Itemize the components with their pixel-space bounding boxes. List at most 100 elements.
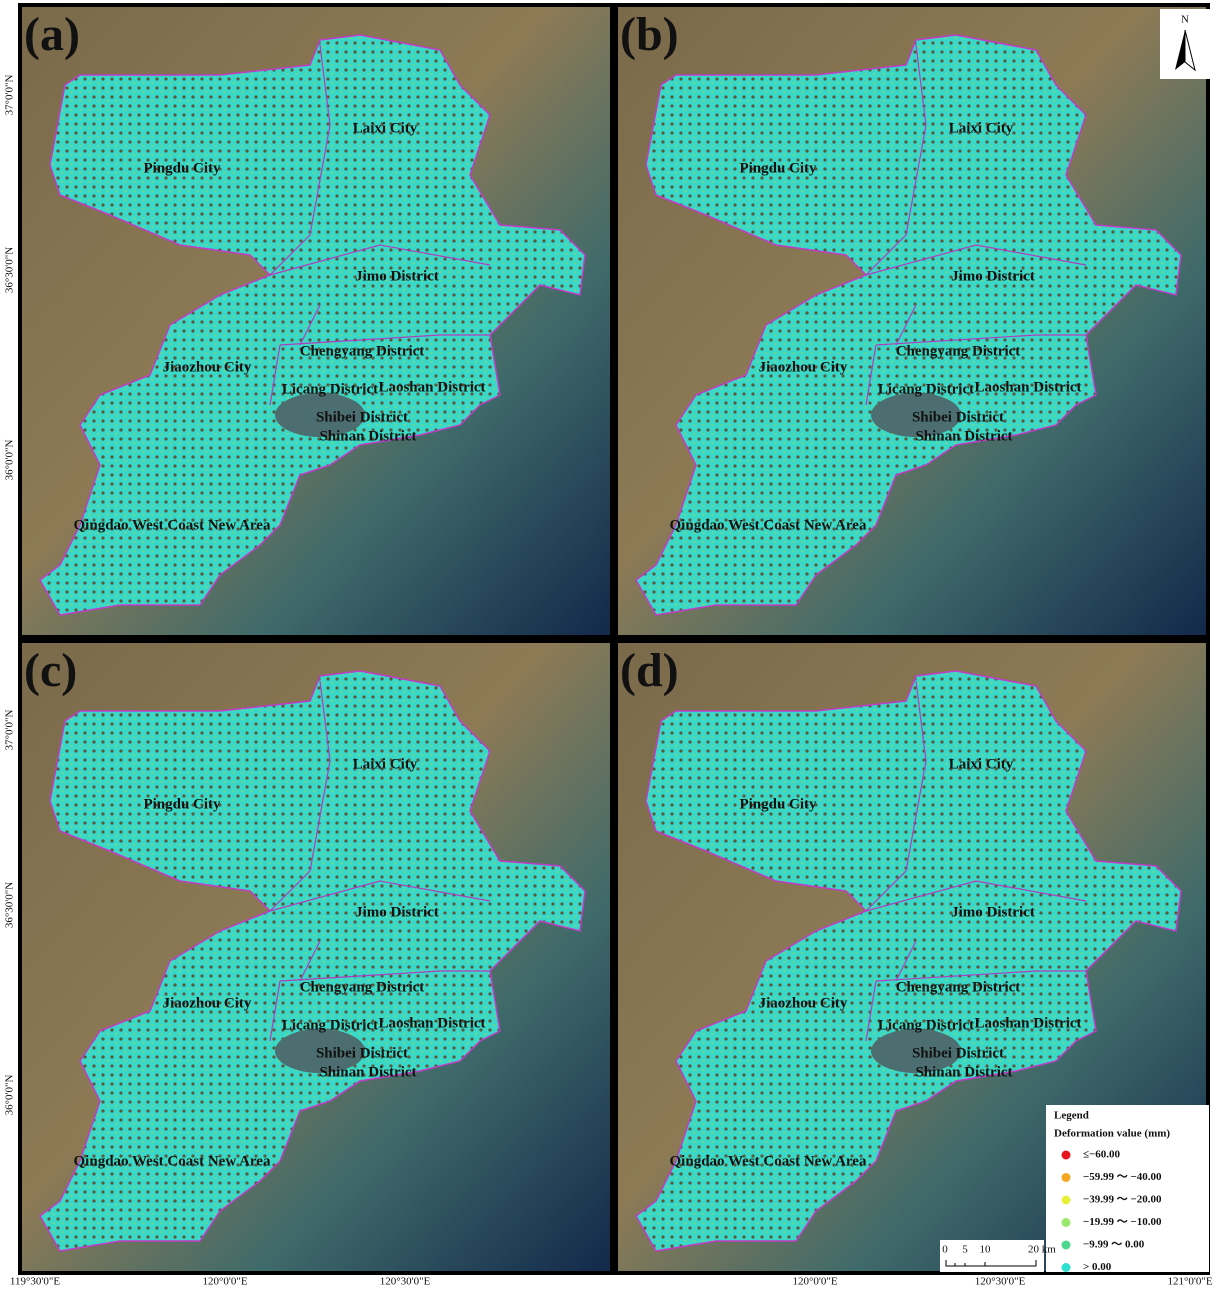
district-label: Laoshan District — [974, 1015, 1081, 1031]
latitude-label: 37°0'0"N — [4, 710, 16, 751]
district-label: Laoshan District — [378, 1015, 485, 1031]
district-label: Shinan District — [319, 428, 416, 444]
district-label: Chengyang District — [896, 343, 1021, 359]
district-label: Laoshan District — [974, 379, 1081, 395]
north-arrow-label: N — [1181, 14, 1189, 26]
panel-frame — [614, 3, 1210, 639]
legend-label: ≤−60.00 — [1083, 1149, 1121, 1161]
panel-label: (b) — [620, 8, 679, 61]
longitude-label: 120°30'0"E — [975, 1276, 1026, 1288]
district-label: Chengyang District — [300, 343, 425, 359]
district-label: Licang District — [878, 381, 974, 397]
district-label: Laixi City — [949, 120, 1014, 136]
panel-label: (d) — [620, 644, 679, 697]
panel-label: (c) — [24, 644, 77, 697]
map-panel: (c) Pingdu City Laixi City Jimo District Che… — [18, 639, 614, 1275]
study-area — [39, 34, 586, 616]
jiaozhou-bay — [871, 1029, 961, 1073]
scale-bar — [945, 1260, 1037, 1267]
panel-frame — [18, 3, 614, 639]
legend-label: −59.99 ～ −40.00 — [1083, 1171, 1162, 1183]
panel-label: (a) — [24, 8, 80, 61]
district-label: Licang District — [282, 1017, 378, 1033]
legend-box — [1046, 1105, 1209, 1272]
scale-bar-label: 20 km — [1028, 1244, 1056, 1256]
latitude-label: 37°0'0"N — [4, 75, 16, 116]
district-label: Shibei District — [912, 1045, 1004, 1061]
district-boundary — [269, 680, 491, 1042]
legend-title: Legend — [1054, 1110, 1089, 1122]
longitude-label: 120°0'0"E — [202, 1276, 247, 1288]
legend-swatch — [1061, 1240, 1071, 1250]
district-label: Chengyang District — [896, 979, 1021, 995]
district-label: Licang District — [282, 381, 378, 397]
legend-label: −9.99 ～ 0.00 — [1083, 1239, 1145, 1251]
legend-label: −39.99 ～ −20.00 — [1083, 1194, 1162, 1206]
jiaozhou-bay — [275, 1029, 365, 1073]
district-label: Pingdu City — [739, 796, 817, 812]
district-label: Shinan District — [915, 1064, 1012, 1080]
legend-subtitle: Deformation value (mm) — [1054, 1128, 1170, 1140]
district-label: Jiaozhou City — [163, 359, 252, 375]
longitude-label: 120°0'0"E — [792, 1276, 837, 1288]
longitude-label: 119°30'0"E — [10, 1276, 60, 1288]
map-panel: (b) Pingdu City Laixi City Jimo District Che… — [614, 3, 1210, 639]
scale-bar-label: 10 — [980, 1244, 992, 1256]
scale-bar-box — [940, 1240, 1044, 1272]
district-label: Shibei District — [912, 409, 1004, 425]
district-label: Pingdu City — [143, 160, 221, 176]
legend-swatch — [1061, 1150, 1071, 1160]
scale-bar-label: 0 — [942, 1244, 948, 1256]
district-label: Laoshan District — [378, 379, 485, 395]
district-label: Jimo District — [355, 904, 439, 920]
latitude-label: 36°30'0"N — [4, 882, 16, 928]
district-label: Shibei District — [316, 1045, 408, 1061]
district-label: Jiaozhou City — [163, 995, 252, 1011]
latitude-label: 36°0'0"N — [4, 1075, 16, 1116]
legend-label: > 0.00 — [1083, 1261, 1112, 1273]
district-label: Jimo District — [951, 904, 1035, 920]
district-boundary — [865, 44, 1087, 406]
district-label: Laixi City — [949, 756, 1014, 772]
legend-swatch — [1061, 1173, 1071, 1182]
legend-swatch — [1061, 1263, 1071, 1272]
legend-swatch — [1061, 1195, 1071, 1205]
district-label: Chengyang District — [300, 979, 425, 995]
district-label: Shinan District — [915, 428, 1012, 444]
district-label: Licang District — [878, 1017, 974, 1033]
district-label: Pingdu City — [143, 796, 221, 812]
jiaozhou-bay — [275, 393, 365, 437]
district-label: Qingdao West Coast New Area — [670, 517, 867, 533]
district-label: Jimo District — [951, 268, 1035, 284]
district-label: Laixi City — [353, 756, 418, 772]
district-label: Laixi City — [353, 120, 418, 136]
study-area — [635, 670, 1182, 1252]
district-label: Qingdao West Coast New Area — [74, 517, 271, 533]
longitude-label: 121°0'0"E — [1167, 1276, 1212, 1288]
district-label: Pingdu City — [739, 160, 817, 176]
latitude-label: 36°30'0"N — [4, 247, 16, 293]
district-label: Jiaozhou City — [759, 359, 848, 375]
district-boundary — [269, 44, 491, 406]
north-arrow — [1184, 29, 1196, 72]
north-arrow — [1175, 30, 1185, 70]
panel-frame — [18, 639, 614, 1275]
district-label: Qingdao West Coast New Area — [670, 1153, 867, 1169]
study-area — [39, 670, 586, 1252]
district-label: Shibei District — [316, 409, 408, 425]
jiaozhou-bay — [871, 393, 961, 437]
district-label: Jiaozhou City — [759, 995, 848, 1011]
legend-label: −19.99 ～ −10.00 — [1083, 1216, 1162, 1228]
map-panel: (a) Pingdu City Laixi City Jimo District Che… — [18, 3, 614, 639]
legend-swatch — [1061, 1218, 1071, 1227]
longitude-label: 120°30'0"E — [380, 1276, 431, 1288]
latitude-label: 36°0'0"N — [4, 440, 16, 481]
panel-frame — [614, 639, 1210, 1275]
district-label: Shinan District — [319, 1064, 416, 1080]
district-label: Jimo District — [355, 268, 439, 284]
scale-bar-label: 5 — [962, 1244, 968, 1256]
district-boundary — [865, 680, 1087, 1042]
district-label: Qingdao West Coast New Area — [74, 1153, 271, 1169]
study-area — [635, 34, 1182, 616]
